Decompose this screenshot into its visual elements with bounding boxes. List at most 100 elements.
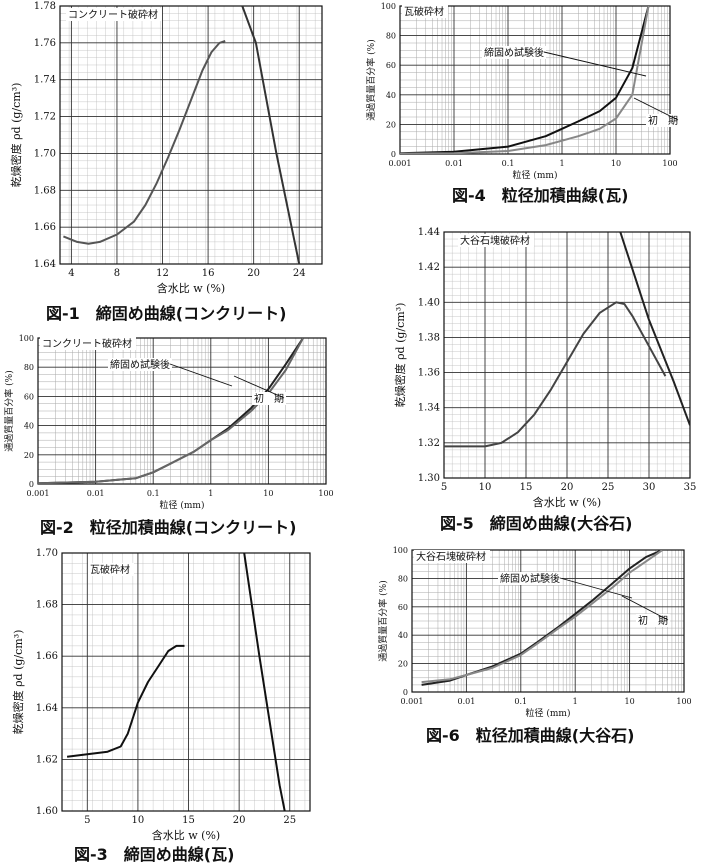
x-tick-label: 4 (68, 268, 74, 279)
series-line-0 (444, 301, 667, 448)
chart-fig1: 4 8 12 16 20 24 1.64 1.66 1.68 1.70 1.72 1.74 1.76 1.… (0, 0, 340, 335)
annotation-arrow (169, 363, 233, 387)
y-tick-label: 40 (24, 422, 34, 431)
annotation-arrow (233, 375, 285, 399)
material-label-bg (66, 8, 162, 21)
series-line-1 (400, 6, 650, 154)
x-axis-label: 粒径 (mm) (526, 707, 571, 719)
y-tick-label: 1.60 (36, 806, 58, 817)
x-tick-label: 0.01 (445, 159, 463, 168)
y-tick-label: 1.62 (36, 754, 58, 765)
chart-fig2: 0.001 0.01 0.1 1 10 100 0 20 40 60 80 100 コンクリート破砕材締… (0, 330, 340, 545)
y-tick-label: 1.38 (418, 332, 440, 343)
y-tick-label: 20 (386, 120, 396, 129)
x-tick-label: 25 (283, 815, 296, 826)
chart-caption: 図-3 締固め曲線(瓦) (74, 845, 235, 864)
plot-frame (411, 549, 685, 693)
annotation-arrow (621, 595, 669, 621)
annotation-label: 初 期 (254, 392, 284, 405)
x-tick-label: 0.001 (389, 159, 412, 168)
plot-frame (443, 231, 691, 479)
material-label: コンクリート破砕材 (68, 8, 158, 21)
y-tick-label: 1.34 (418, 403, 440, 414)
x-tick-label: 5 (441, 482, 447, 493)
series-line-0 (63, 40, 226, 245)
x-axis-label: 粒径 (mm) (160, 499, 205, 511)
x-tick-label: 1 (573, 697, 578, 706)
x-axis-label: 含水比 w (%) (152, 828, 220, 842)
plot-svg: 0.001 0.01 0.1 1 10 100 0 20 40 60 80 100 大谷石塊破砕材締固め… (377, 546, 692, 719)
annotation-arrow (633, 97, 679, 121)
y-tick-label: 1.68 (36, 600, 58, 611)
x-tick-label: 0.01 (87, 489, 105, 498)
y-tick-label: 40 (386, 91, 396, 100)
y-tick-label: 1.70 (34, 148, 56, 159)
x-tick-label: 35 (684, 482, 697, 493)
x-tick-label: 15 (182, 815, 195, 826)
chart-caption: 図-4 粒径加積曲線(瓦) (452, 186, 629, 205)
y-tick-label: 80 (398, 574, 408, 583)
y-tick-label: 1.74 (34, 75, 56, 86)
x-tick-label: 0.1 (502, 159, 515, 168)
y-tick-label: 0 (403, 688, 408, 697)
y-tick-label: 1.30 (418, 473, 440, 484)
x-tick-label: 10 (625, 697, 635, 706)
y-tick-label: 80 (24, 363, 34, 372)
annotation-bg (636, 614, 670, 627)
x-tick-label: 20 (233, 815, 246, 826)
annotation-label: 初 期 (638, 614, 668, 627)
plot-frame (399, 5, 671, 155)
x-tick-label: 10 (263, 489, 273, 498)
x-tick-label: 100 (318, 489, 333, 498)
material-label-bg (40, 337, 136, 350)
y-tick-label: 1.72 (34, 112, 56, 123)
chart-fig4: 0.001 0.01 0.1 1 10 100 0 20 40 60 80 100 瓦破砕材 締固め試験後… (360, 0, 716, 210)
x-tick-label: 20 (561, 482, 574, 493)
y-tick-label: 1.64 (34, 259, 56, 270)
y-tick-label: 1.64 (36, 703, 58, 714)
x-tick-label: 1 (208, 489, 213, 498)
annotation-arrow (559, 577, 633, 599)
plot-svg: 5 10 15 20 25 1.60 1.62 1.64 1.66 1.68 1.70 瓦破砕材含水比… (11, 548, 311, 842)
plot-svg: 5 10 15 20 25 30 35 1.30 1.32 1.34 1.36 1.38 1.40 1.4… (393, 227, 697, 509)
grid (37, 337, 327, 485)
y-tick-label: 40 (398, 631, 408, 640)
y-tick-label: 0 (29, 480, 34, 489)
material-label: 瓦破砕材 (90, 563, 130, 576)
y-tick-label: 1.66 (34, 222, 56, 233)
series-line-1 (421, 550, 663, 684)
x-tick-label: 0.1 (514, 697, 527, 706)
annotation-label: 締固め試験後 (110, 358, 170, 371)
x-tick-label: 10 (479, 482, 492, 493)
y-tick-label: 1.36 (418, 368, 440, 379)
x-axis-label: 含水比 w (%) (157, 281, 225, 295)
y-tick-label: 100 (381, 2, 396, 11)
chart-fig5: 5 10 15 20 25 30 35 1.30 1.32 1.34 1.36 1.38 1.40 1.4… (360, 220, 716, 540)
y-tick-label: 20 (24, 451, 34, 460)
y-axis-label: 乾燥密度 ρd (g/cm³) (393, 303, 407, 408)
y-tick-label: 1.70 (36, 548, 58, 559)
chart-fig3: 5 10 15 20 25 1.60 1.62 1.64 1.66 1.68 1.70 瓦破砕材 含水比… (0, 545, 340, 866)
annotation-bg (498, 572, 562, 585)
x-tick-label: 5 (84, 815, 90, 826)
y-tick-label: 0 (391, 150, 396, 159)
chart-caption: 図-2 粒径加積曲線(コンクリート) (40, 518, 297, 537)
series-line-1 (241, 6, 301, 264)
x-tick-label: 0.001 (401, 697, 424, 706)
y-axis-label: 通過質量百分率 (%) (377, 580, 389, 661)
material-label-bg (414, 550, 490, 563)
x-tick-label: 8 (114, 268, 120, 279)
x-axis-label: 粒径 (mm) (513, 169, 558, 181)
series-line-1 (243, 553, 286, 811)
series-line-0 (66, 644, 185, 758)
y-tick-label: 1.78 (34, 1, 56, 12)
annotation-bg (482, 46, 546, 59)
y-tick-label: 1.66 (36, 651, 58, 662)
series-line-0 (421, 550, 663, 686)
y-tick-label: 1.76 (34, 38, 56, 49)
plot-frame (61, 552, 311, 812)
material-label-bg (458, 234, 534, 247)
grid (61, 552, 310, 812)
chart-caption: 図-6 粒径加積曲線(大谷石) (426, 726, 635, 745)
plot-svg: 0.001 0.01 0.1 1 10 100 0 20 40 60 80 100 瓦破砕材締固め試験後… (365, 2, 680, 181)
